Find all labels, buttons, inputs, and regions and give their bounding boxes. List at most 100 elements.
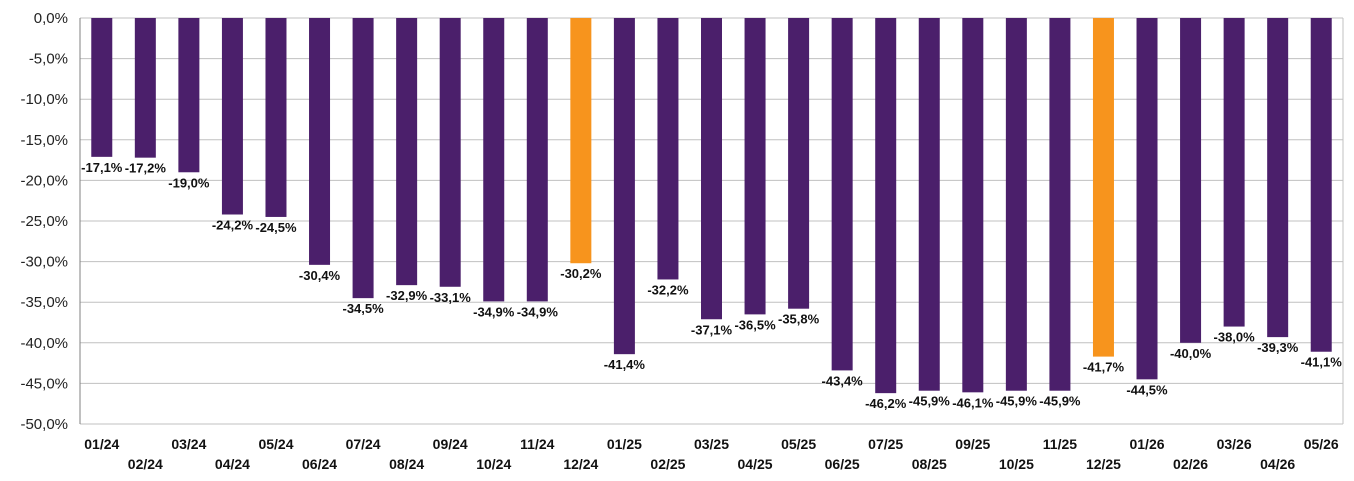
x-tick-label: 12/24	[563, 456, 598, 472]
x-tick-label: 12/25	[1086, 456, 1121, 472]
y-tick-label: -30,0%	[20, 254, 68, 271]
bar	[831, 18, 853, 371]
x-tick-label: 05/25	[781, 436, 816, 452]
x-tick-label: 02/24	[128, 456, 163, 472]
data-label: -34,5%	[342, 301, 384, 316]
y-tick-label: -40,0%	[20, 335, 68, 352]
data-label: -39,3%	[1257, 340, 1299, 355]
bar	[1005, 18, 1027, 391]
data-label: -36,5%	[734, 317, 776, 332]
bar	[309, 18, 331, 265]
bar	[396, 18, 418, 286]
data-labels: -17,1% -17,2%-19,0% -24,2% -24,5% -30,4% -34,…	[81, 160, 1342, 411]
y-tick-label: -15,0%	[20, 132, 68, 149]
y-tick-label: -25,0%	[20, 213, 68, 230]
y-tick-label: -5,0%	[29, 51, 68, 68]
x-tick-label: 02/26	[1173, 456, 1208, 472]
data-label: -46,2%	[865, 396, 907, 411]
y-tick-label: -45,0%	[20, 375, 68, 392]
data-label: -45,9%	[1039, 394, 1081, 409]
x-tick-label: 03/25	[694, 436, 729, 452]
bar	[1267, 18, 1289, 338]
bar	[701, 18, 722, 320]
x-tick-label: 03/26	[1217, 436, 1252, 452]
data-label: -43,4%	[822, 373, 864, 388]
bar	[788, 18, 810, 309]
bar	[178, 18, 200, 173]
bar	[657, 18, 679, 280]
data-label: -41,1%	[1301, 355, 1343, 370]
data-label: -45,9%	[909, 394, 951, 409]
x-tick-label: 09/25	[955, 436, 990, 452]
x-axis-tick-labels: 01/24 02/24 03/24 04/24 05/24 06/24 07/24 08/24…	[84, 436, 1339, 472]
bar	[570, 18, 592, 264]
data-label: -34,9%	[517, 304, 559, 319]
x-tick-label: 07/25	[868, 436, 903, 452]
bar-layer	[91, 18, 1332, 394]
data-label: -41,7%	[1083, 360, 1125, 375]
x-tick-label: 09/24	[433, 436, 468, 452]
data-label: -19,0%	[168, 175, 210, 190]
data-label: -45,9%	[996, 394, 1038, 409]
y-tick-label: 0,0%	[34, 10, 68, 27]
bar	[91, 18, 113, 157]
x-tick-label: 06/24	[302, 456, 337, 472]
x-tick-label: 04/25	[738, 456, 773, 472]
data-label: -40,0%	[1170, 346, 1212, 361]
x-tick-label: 01/25	[607, 436, 642, 452]
x-tick-label: 11/25	[1043, 436, 1077, 452]
x-tick-label: 01/24	[84, 436, 119, 452]
bar	[1092, 18, 1114, 357]
x-tick-label: 01/26	[1129, 436, 1164, 452]
x-tick-label: 08/25	[912, 456, 947, 472]
data-label: -35,8%	[778, 312, 820, 327]
data-label: -30,2%	[560, 266, 602, 281]
y-tick-label: -50,0%	[20, 416, 68, 433]
bar	[1136, 18, 1158, 380]
bar	[439, 18, 461, 287]
bar	[483, 18, 505, 302]
y-tick-label: -35,0%	[20, 294, 68, 311]
x-tick-label: 08/24	[389, 456, 424, 472]
data-label: -32,2%	[647, 282, 689, 297]
data-label: -46,1%	[952, 395, 994, 410]
y-axis-tick-labels: 0,0% -5,0% -10,0% -15,0% -20,0% -25,0% -30,0% -…	[20, 10, 68, 433]
bar	[526, 18, 548, 302]
bar	[1310, 18, 1332, 352]
x-tick-label: 06/25	[825, 456, 860, 472]
data-label: -33,1%	[430, 290, 472, 305]
x-tick-label: 11/24	[520, 436, 554, 452]
bar	[265, 18, 287, 217]
bar	[918, 18, 940, 391]
data-label: -24,2%	[212, 218, 254, 233]
bar	[134, 18, 156, 158]
x-tick-label: 05/24	[258, 436, 293, 452]
data-label: -17,2%	[125, 161, 167, 176]
data-label: -24,5%	[255, 220, 297, 235]
bar	[1223, 18, 1245, 327]
data-label: -37,1%	[691, 322, 733, 337]
data-label: -44,5%	[1126, 382, 1168, 397]
data-label: -41,4%	[604, 357, 646, 372]
y-tick-label: -10,0%	[20, 91, 68, 108]
x-tick-label: 10/25	[999, 456, 1034, 472]
x-tick-label: 05/26	[1304, 436, 1339, 452]
x-tick-label: 04/26	[1260, 456, 1295, 472]
x-tick-label: 04/24	[215, 456, 250, 472]
data-label: -30,4%	[299, 268, 341, 283]
bar	[221, 18, 243, 215]
bar	[1180, 18, 1202, 343]
data-label: -38,0%	[1214, 330, 1256, 345]
x-tick-label: 07/24	[346, 436, 381, 452]
bar	[744, 18, 766, 315]
bar	[962, 18, 984, 393]
bar	[1049, 18, 1071, 391]
data-label: -34,9%	[473, 304, 515, 319]
x-tick-label: 03/24	[171, 436, 206, 452]
data-label: -32,9%	[386, 288, 428, 303]
bar	[613, 18, 635, 355]
data-label: -17,1%	[81, 160, 123, 175]
x-tick-label: 10/24	[476, 456, 511, 472]
